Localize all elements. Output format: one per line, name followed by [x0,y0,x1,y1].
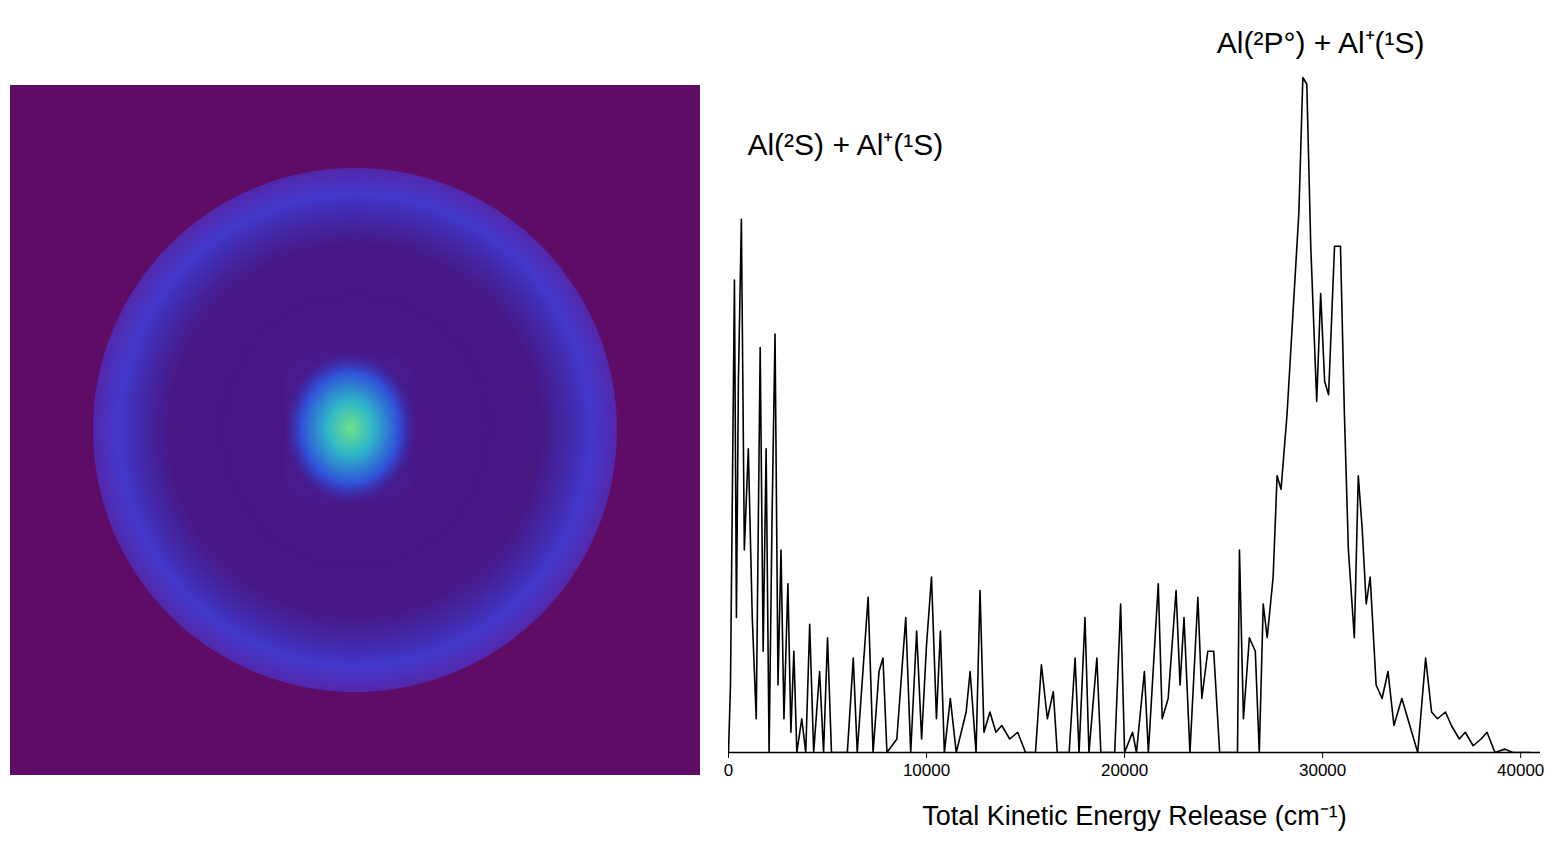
svg-text:20000: 20000 [1101,761,1148,780]
svg-text:Total Kinetic Energy Release (: Total Kinetic Energy Release (cm⁻¹) [922,801,1347,831]
svg-text:0: 0 [724,761,733,780]
svg-text:30000: 30000 [1299,761,1346,780]
svg-text:10000: 10000 [903,761,950,780]
svg-text:40000: 40000 [1497,761,1544,780]
svg-text:Al(²P°) + Al⁺(¹S): Al(²P°) + Al⁺(¹S) [1217,26,1425,59]
svg-text:Al(²S) + Al⁺(¹S): Al(²S) + Al⁺(¹S) [747,128,943,161]
